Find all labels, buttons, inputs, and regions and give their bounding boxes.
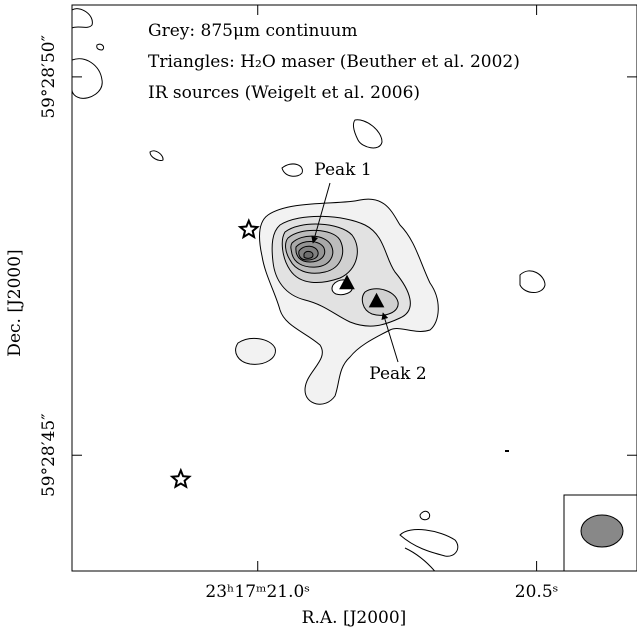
plot-frame <box>71 4 637 572</box>
annotation: Peak 1 <box>314 160 371 180</box>
beam <box>580 514 624 548</box>
y-tick-label: 59°28′45″ <box>39 413 59 497</box>
legend-line: IR sources (Weigelt et al. 2006) <box>148 83 420 103</box>
star-marker <box>237 218 260 240</box>
x-tick-label: 20.5ˢ <box>515 582 559 602</box>
triangle-marker <box>339 274 355 290</box>
x-axis-label: R.A. [J2000] <box>302 608 407 628</box>
annotation-arrow <box>311 182 331 244</box>
triangle-marker <box>368 292 385 308</box>
legend-line: Grey: 875μm continuum <box>148 21 357 41</box>
contours <box>72 8 546 571</box>
x-tick-label: 23ʰ17ᵐ21.0ˢ <box>205 582 310 602</box>
annotation-arrow <box>381 312 399 363</box>
annotation: Peak 2 <box>369 364 426 384</box>
star-marker <box>169 467 192 489</box>
y-axis-label: Dec. [J2000] <box>5 249 25 356</box>
legend-line: Triangles: H₂O maser (Beuther et al. 200… <box>148 52 520 72</box>
y-tick-label: 59°28′50″ <box>39 35 59 119</box>
